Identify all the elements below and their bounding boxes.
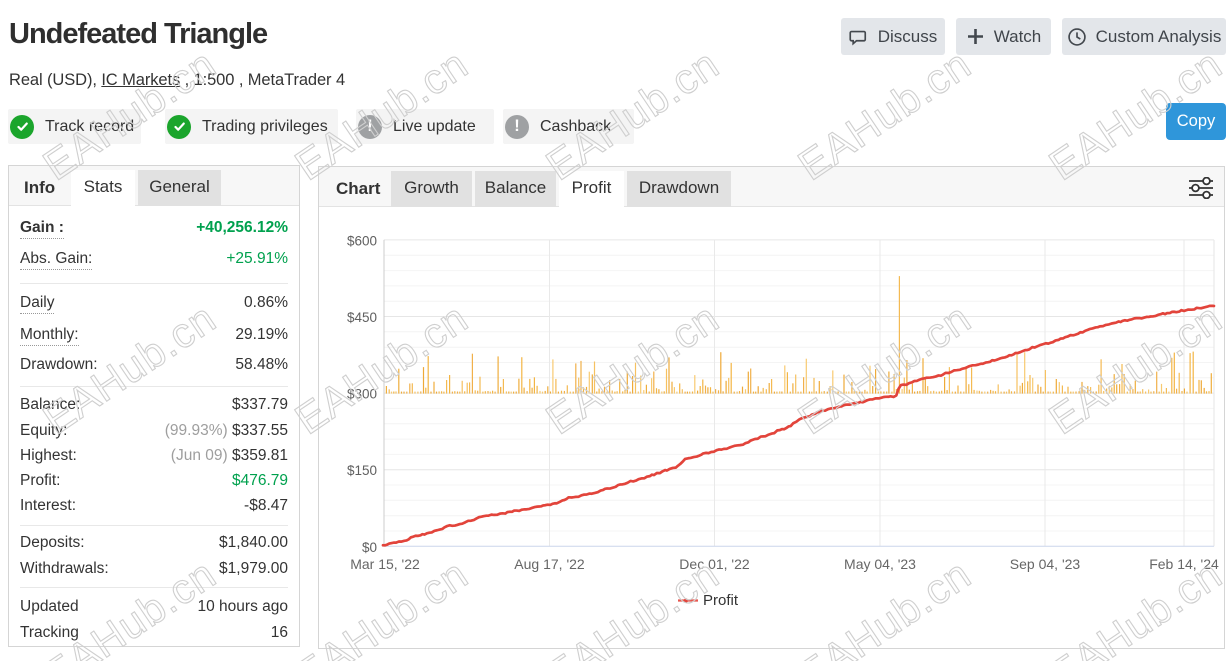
svg-text:$150: $150 bbox=[347, 463, 377, 478]
svg-text:Mar 15, '22: Mar 15, '22 bbox=[350, 556, 420, 572]
svg-text:May 04, '23: May 04, '23 bbox=[844, 556, 916, 572]
svg-text:$600: $600 bbox=[347, 233, 377, 248]
svg-text:Dec 01, '22: Dec 01, '22 bbox=[679, 556, 750, 572]
svg-text:Aug 17, '22: Aug 17, '22 bbox=[514, 556, 585, 572]
svg-text:$300: $300 bbox=[347, 387, 377, 402]
svg-text:Feb 14, '24: Feb 14, '24 bbox=[1149, 556, 1219, 572]
svg-text:Profit: Profit bbox=[703, 592, 739, 609]
svg-text:$450: $450 bbox=[347, 310, 377, 325]
svg-text:$0: $0 bbox=[362, 540, 377, 555]
svg-text:Sep 04, '23: Sep 04, '23 bbox=[1010, 556, 1081, 572]
